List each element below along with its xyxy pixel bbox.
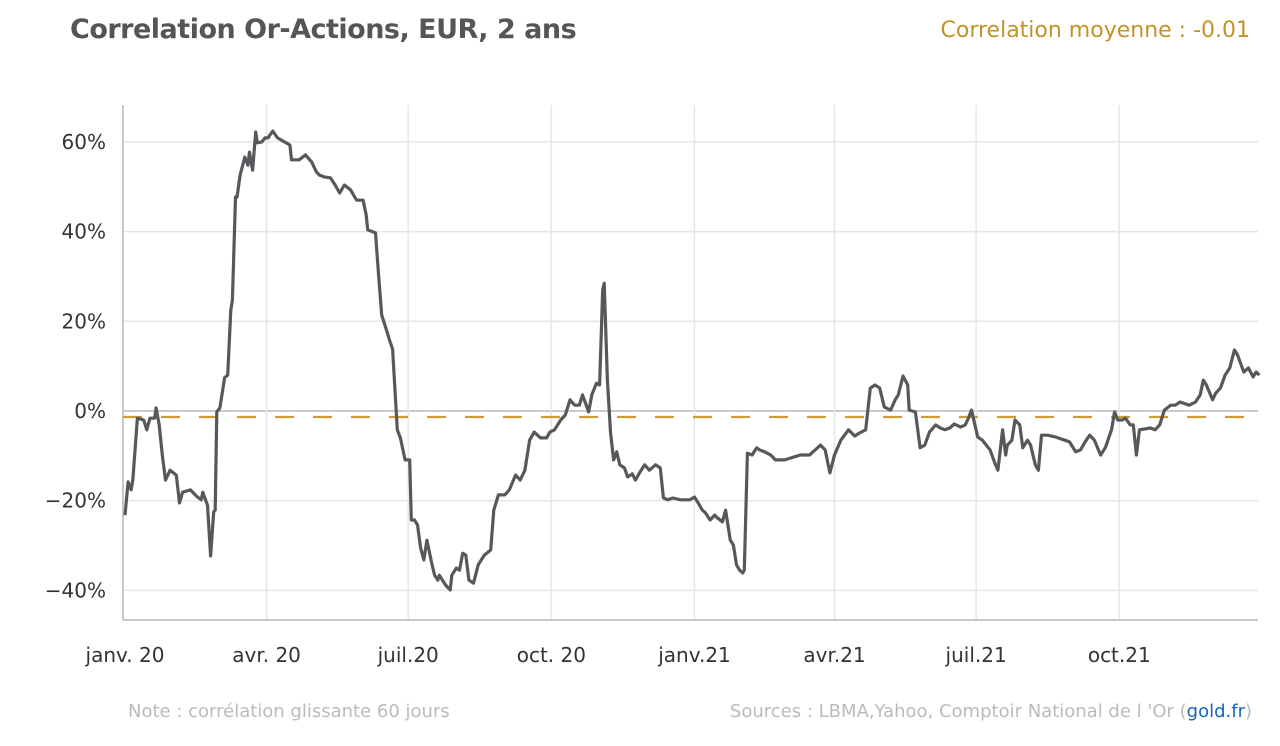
x-axis-ticks: janv. 20 avr. 20 juil.20 oct. 20 janv.21 avr.… — [85, 643, 1151, 667]
gold-fr-link[interactable]: gold.fr — [1186, 701, 1245, 722]
footer-sources: Sources : LBMA,Yahoo, Comptoir National … — [730, 701, 1252, 722]
y-tick-label: −40% — [45, 578, 106, 602]
sources-text: Sources : LBMA,Yahoo, Comptoir National … — [729, 701, 1187, 722]
axes — [122, 105, 1258, 621]
x-tick-label: janv. 20 — [85, 643, 165, 667]
x-tick-label: janv.21 — [657, 643, 731, 667]
y-tick-label: −20% — [45, 489, 106, 513]
y-tick-label: 20% — [62, 309, 106, 333]
x-tick-label: juil.21 — [945, 643, 1007, 667]
y-tick-label: 40% — [62, 220, 106, 244]
sources-suffix: ) — [1244, 701, 1252, 722]
chart-title: Correlation Or-Actions, EUR, 2 ans — [70, 14, 577, 45]
x-tick-label: oct.21 — [1088, 643, 1151, 667]
x-tick-label: avr.21 — [803, 643, 865, 667]
gridlines — [123, 105, 1258, 620]
x-tick-label: juil.20 — [377, 643, 439, 667]
series-line — [123, 129, 1261, 592]
y-tick-label: 60% — [62, 130, 106, 154]
x-tick-label: oct. 20 — [517, 643, 586, 667]
footer-note: Note : corrélation glissante 60 jours — [128, 701, 450, 722]
y-tick-label: 0% — [74, 399, 106, 423]
mean-correlation-label: Correlation moyenne : -0.01 — [940, 18, 1251, 43]
x-tick-label: avr. 20 — [232, 643, 301, 667]
y-axis-ticks: 60% 40% 20% 0% −20% −40% — [45, 130, 106, 603]
